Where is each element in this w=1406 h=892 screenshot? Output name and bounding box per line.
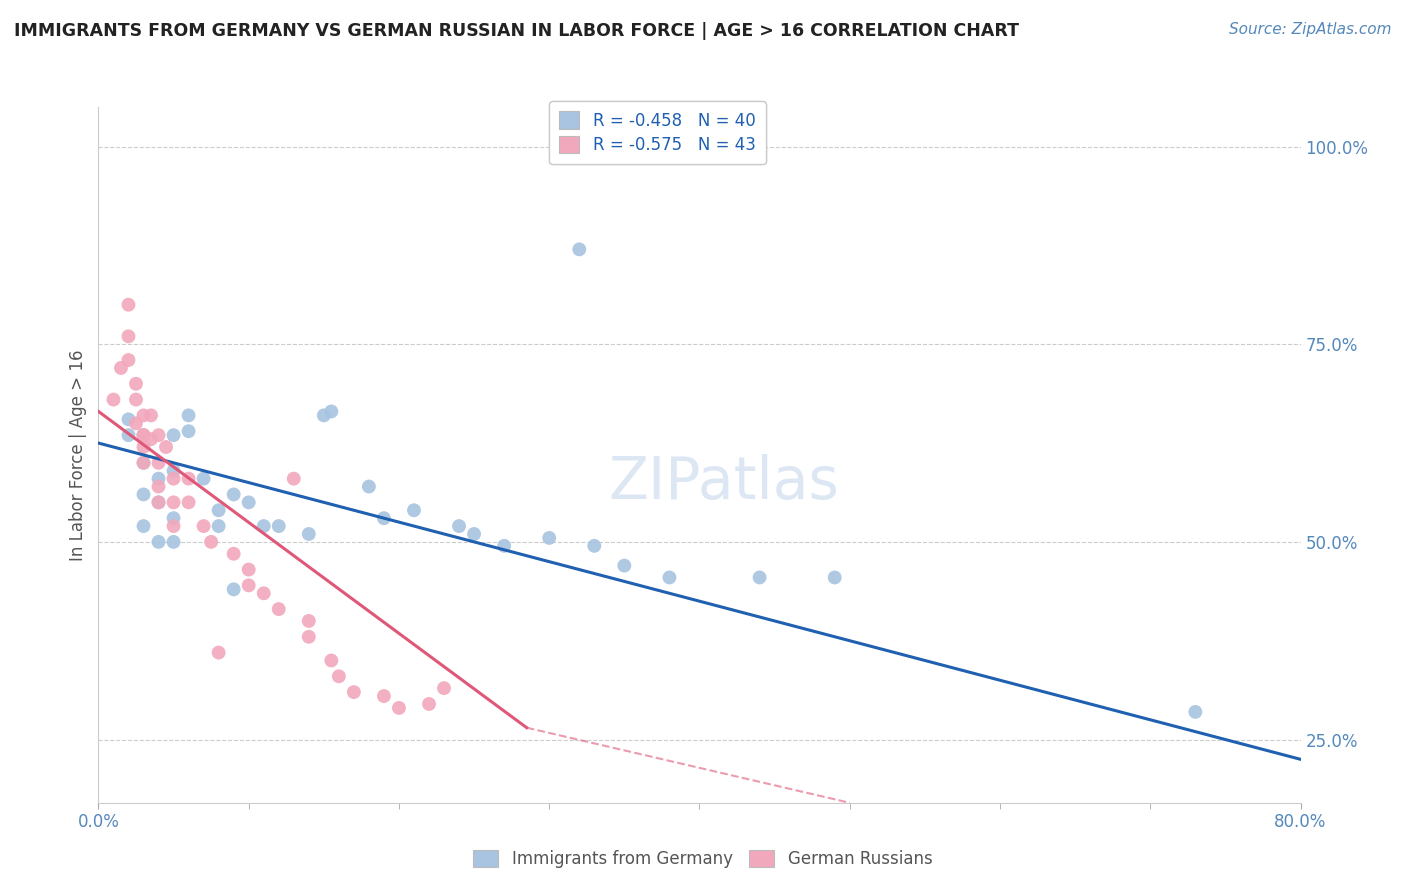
Point [193, 519, 215, 533]
Point [447, 519, 470, 533]
Point [162, 464, 184, 478]
Point [267, 519, 290, 533]
Point [132, 519, 155, 533]
Point [132, 456, 155, 470]
Point [132, 456, 155, 470]
Point [177, 472, 200, 486]
Point [162, 534, 184, 549]
Point [343, 685, 366, 699]
Point [132, 440, 155, 454]
Point [155, 440, 177, 454]
Point [139, 432, 162, 446]
Point [824, 570, 846, 584]
Point [148, 495, 170, 509]
Point [162, 472, 184, 486]
Point [748, 570, 770, 584]
Point [238, 563, 260, 577]
Y-axis label: In Labor Force | Age > 16: In Labor Force | Age > 16 [69, 349, 87, 561]
Point [117, 353, 139, 368]
Point [433, 681, 456, 695]
Point [177, 495, 200, 509]
Point [494, 539, 516, 553]
Point [321, 653, 343, 667]
Legend: Immigrants from Germany, German Russians: Immigrants from Germany, German Russians [467, 843, 939, 875]
Point [148, 495, 170, 509]
Point [298, 527, 321, 541]
Point [583, 539, 606, 553]
Point [148, 534, 170, 549]
Point [162, 511, 184, 525]
Point [328, 669, 350, 683]
Point [117, 412, 139, 426]
Point [388, 701, 411, 715]
Point [117, 329, 139, 343]
Point [162, 428, 184, 442]
Point [132, 428, 155, 442]
Point [418, 697, 440, 711]
Point [177, 424, 200, 438]
Point [373, 689, 395, 703]
Text: IMMIGRANTS FROM GERMANY VS GERMAN RUSSIAN IN LABOR FORCE | AGE > 16 CORRELATION : IMMIGRANTS FROM GERMANY VS GERMAN RUSSIA… [14, 22, 1019, 40]
Point [463, 527, 485, 541]
Legend: R = -0.458   N = 40, R = -0.575   N = 43: R = -0.458 N = 40, R = -0.575 N = 43 [550, 102, 765, 164]
Point [298, 630, 321, 644]
Point [253, 519, 276, 533]
Point [208, 646, 231, 660]
Point [132, 487, 155, 501]
Point [200, 534, 222, 549]
Point [132, 428, 155, 442]
Point [117, 428, 139, 442]
Point [253, 586, 276, 600]
Point [193, 472, 215, 486]
Point [312, 409, 335, 423]
Point [283, 472, 305, 486]
Point [117, 298, 139, 312]
Point [162, 519, 184, 533]
Point [222, 487, 245, 501]
Point [267, 602, 290, 616]
Point [132, 409, 155, 423]
Point [139, 409, 162, 423]
Point [373, 511, 395, 525]
Point [238, 495, 260, 509]
Text: Source: ZipAtlas.com: Source: ZipAtlas.com [1229, 22, 1392, 37]
Point [222, 582, 245, 597]
Point [132, 428, 155, 442]
Point [402, 503, 425, 517]
Point [208, 503, 231, 517]
Point [613, 558, 636, 573]
Point [568, 243, 591, 257]
Point [321, 404, 343, 418]
Point [103, 392, 125, 407]
Point [177, 409, 200, 423]
Point [357, 479, 380, 493]
Point [238, 578, 260, 592]
Point [148, 472, 170, 486]
Text: ZIPatlas: ZIPatlas [607, 454, 839, 511]
Point [298, 614, 321, 628]
Point [148, 428, 170, 442]
Point [658, 570, 681, 584]
Point [125, 417, 148, 431]
Point [162, 495, 184, 509]
Point [1184, 705, 1206, 719]
Point [148, 479, 170, 493]
Point [208, 519, 231, 533]
Point [110, 360, 132, 375]
Point [125, 392, 148, 407]
Point [148, 456, 170, 470]
Point [125, 376, 148, 391]
Point [538, 531, 561, 545]
Point [222, 547, 245, 561]
